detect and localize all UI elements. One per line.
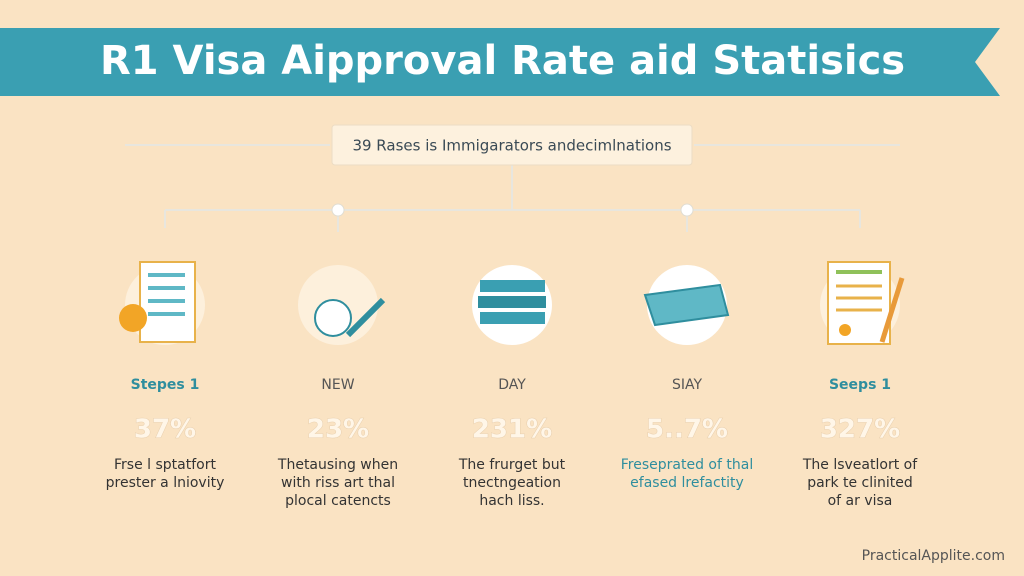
column-description: park te clinited — [807, 475, 913, 491]
column-value: 5..7% — [646, 415, 728, 445]
column-label: Stepes 1 — [131, 377, 200, 393]
title-banner — [0, 28, 1000, 96]
column-value: 231% — [472, 415, 552, 445]
column-label: NEW — [321, 377, 354, 393]
title: R1 Visa Aipproval Rate aid Statisics — [100, 38, 905, 84]
footer: PracticalApplite.com — [862, 548, 1005, 564]
column-description: with riss art thal — [281, 475, 395, 491]
column-description: tnectngeation — [463, 475, 561, 491]
column-label: DAY — [498, 377, 526, 393]
column-description: Frse l sptatfort — [114, 457, 216, 473]
column-description: The lsveatlort of — [802, 457, 918, 473]
column-description: Freseprated of thal — [621, 457, 753, 473]
column-description: of ar visa — [828, 493, 893, 509]
column-description: prester a lniovity — [106, 475, 225, 491]
column-description: efased lrefactity — [630, 475, 744, 491]
icons — [119, 261, 905, 345]
column-value: 23% — [307, 415, 369, 445]
subtitle: 39 Rases is Immigarators andecimlnations — [352, 137, 671, 155]
column-description: plocal catencts — [285, 493, 391, 509]
connector-dot — [331, 203, 345, 217]
connector-dot — [680, 203, 694, 217]
column-label: Seeps 1 — [829, 377, 891, 393]
column-description: hach liss. — [479, 493, 544, 509]
column-description: Thetausing when — [277, 457, 398, 473]
subtitle-box — [331, 124, 693, 166]
column-label: SIAY — [672, 377, 703, 393]
column-description: The frurget but — [458, 457, 566, 473]
column-value: 37% — [134, 415, 196, 445]
column-value: 327% — [820, 415, 900, 445]
connectors — [125, 144, 900, 232]
